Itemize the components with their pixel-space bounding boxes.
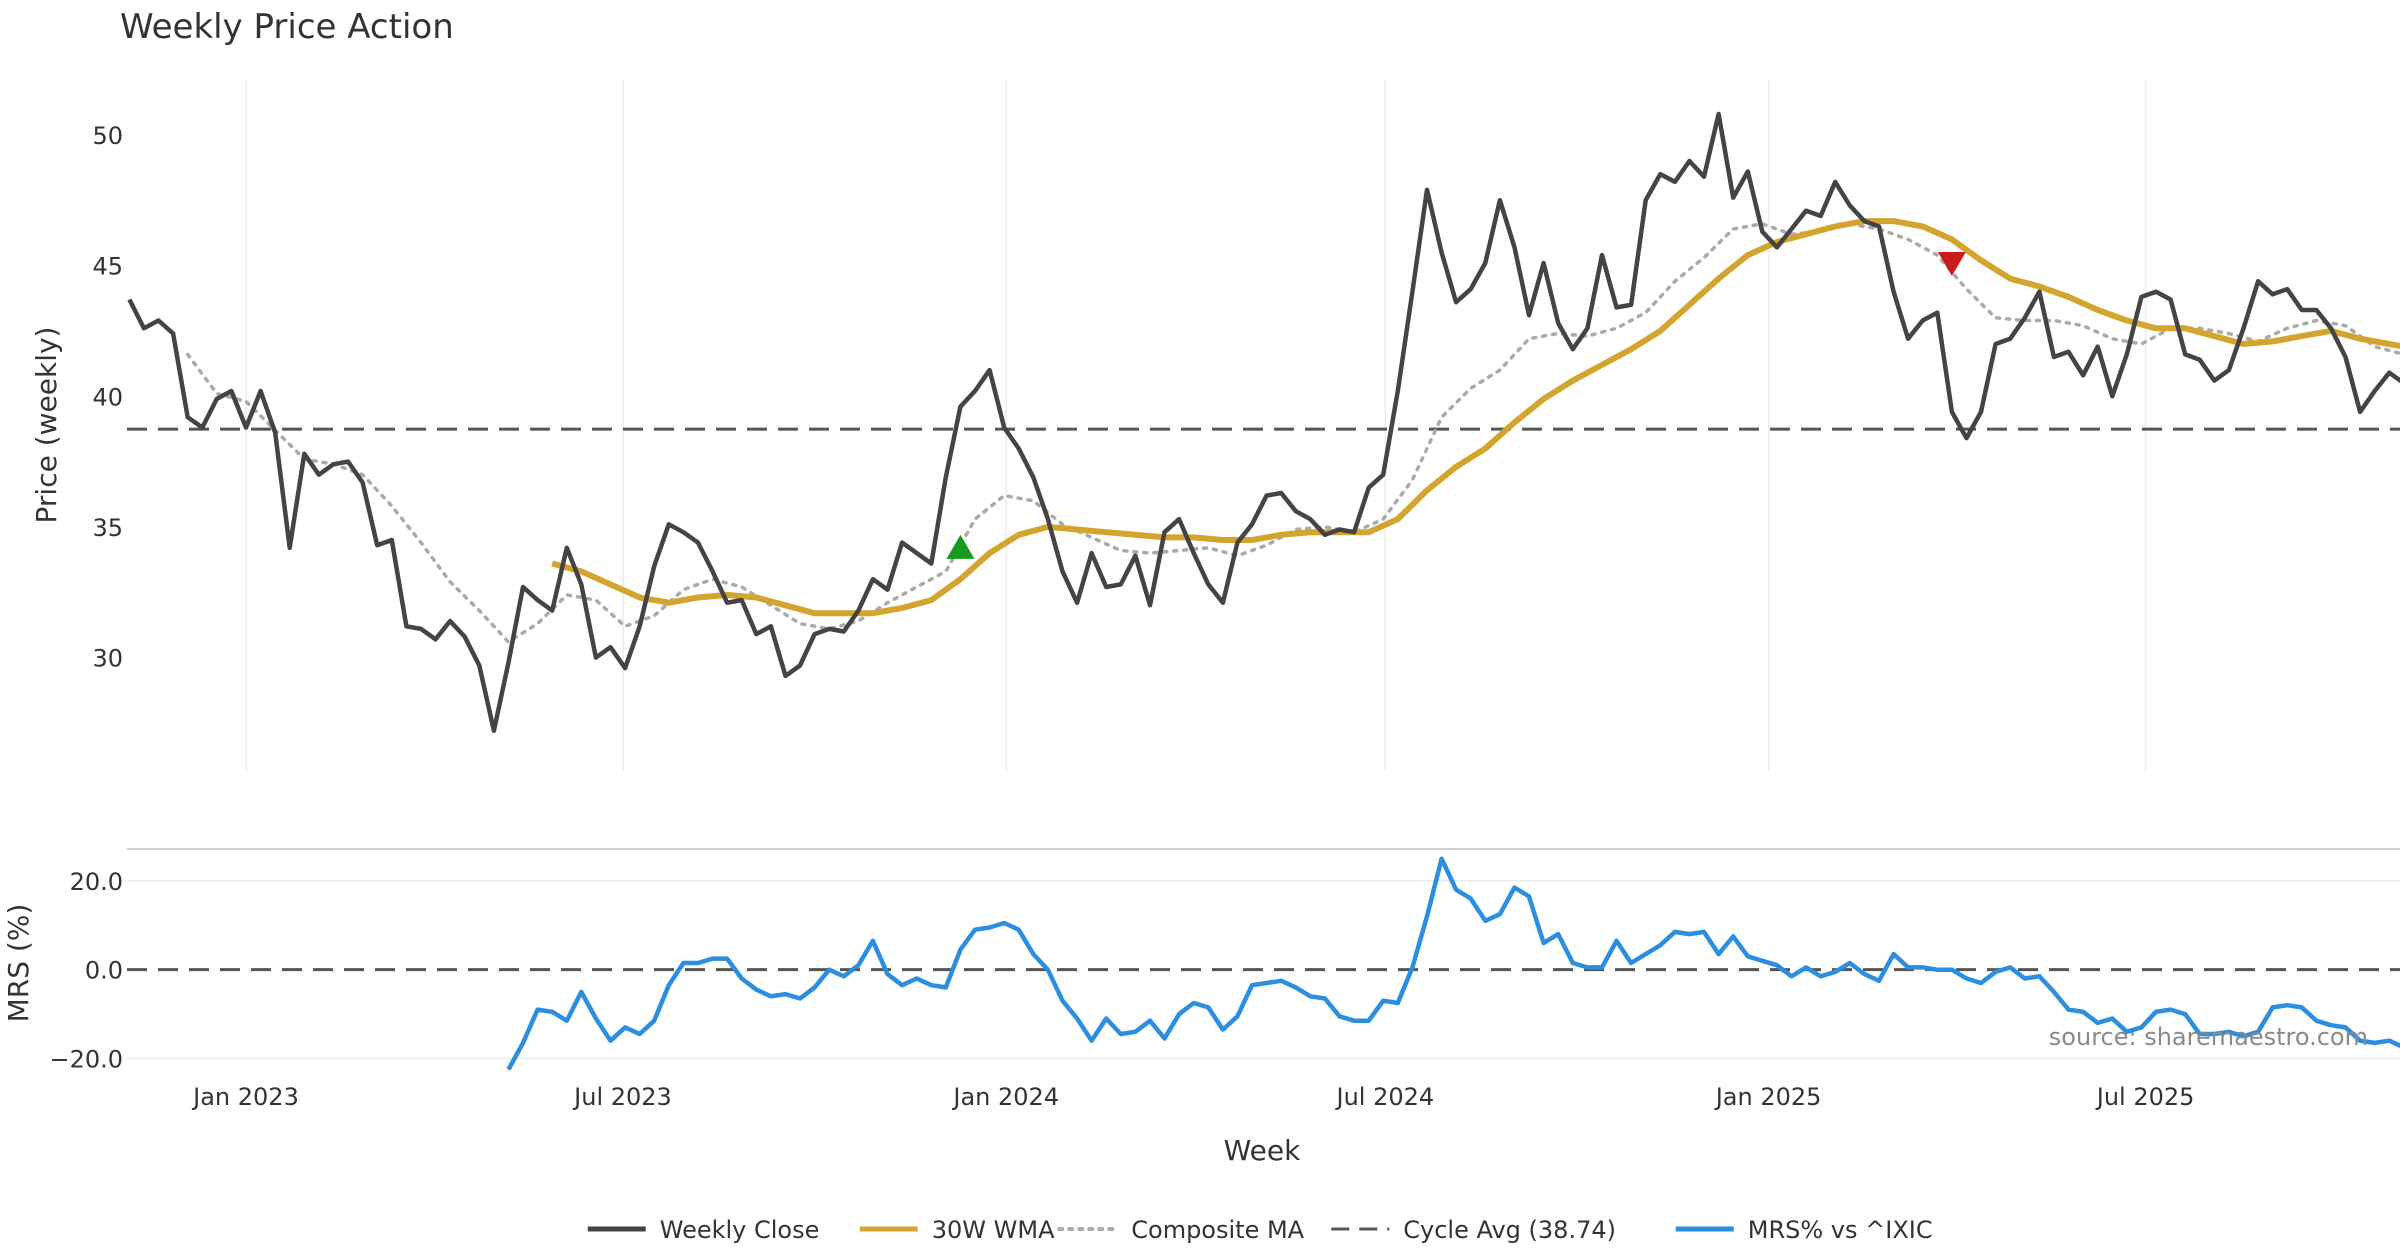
x-tick-label: Jan 2024	[951, 1083, 1059, 1111]
x-tick-label: Jan 2025	[1714, 1083, 1822, 1111]
mrs-y-tick-label: 0.0	[85, 957, 123, 985]
sell-signal-marker	[1937, 251, 1966, 276]
mrs-grid	[127, 880, 2400, 1060]
mrs-y-axis-label: MRS (%)	[2, 904, 35, 1023]
buy-signal-marker	[946, 534, 975, 559]
mrs-y-tick-label: 20.0	[70, 868, 123, 896]
price-y-axis-label: Price (weekly)	[30, 327, 63, 524]
weekly-close-line	[127, 111, 2400, 734]
price-y-ticks: 30 35 40 45 50	[92, 122, 123, 673]
chart-title: Weekly Price Action	[120, 7, 454, 47]
price-y-tick-label: 45	[92, 253, 123, 281]
x-axis-ticks: Jan 2023 Jul 2023 Jan 2024 Jul 2024 Jan 2025…	[191, 1083, 2194, 1111]
price-grid	[245, 80, 2147, 770]
source-credit: source: sharemaestro.com	[2049, 1023, 2368, 1051]
composite-ma-line	[185, 221, 2400, 645]
legend-label: MRS% vs ^IXIC	[1748, 1216, 1933, 1244]
wma-30w-line	[551, 218, 2400, 617]
mrs-y-tick-label: −20.0	[49, 1045, 123, 1073]
legend-label: Cycle Avg (38.74)	[1403, 1216, 1616, 1244]
legend-label: Composite MA	[1131, 1216, 1304, 1244]
legend-label: 30W WMA	[932, 1216, 1055, 1244]
x-axis-label: Week	[1224, 1134, 1301, 1167]
x-tick-label: Jul 2023	[572, 1083, 672, 1111]
legend-label: Weekly Close	[660, 1216, 820, 1244]
mrs-y-ticks: 20.0 0.0 −20.0	[49, 868, 123, 1074]
chart-legend: Weekly Close 30W WMA Composite MA Cycle Avg…	[587, 1216, 1933, 1244]
x-tick-label: Jul 2025	[2095, 1083, 2195, 1111]
price-y-tick-label: 35	[92, 514, 123, 542]
mrs-line	[506, 856, 2400, 1070]
price-y-tick-label: 50	[92, 122, 123, 150]
price-y-tick-label: 40	[92, 383, 123, 411]
x-tick-label: Jan 2023	[191, 1083, 299, 1111]
x-tick-label: Jul 2024	[1334, 1083, 1434, 1111]
price-y-tick-label: 30	[92, 645, 123, 673]
